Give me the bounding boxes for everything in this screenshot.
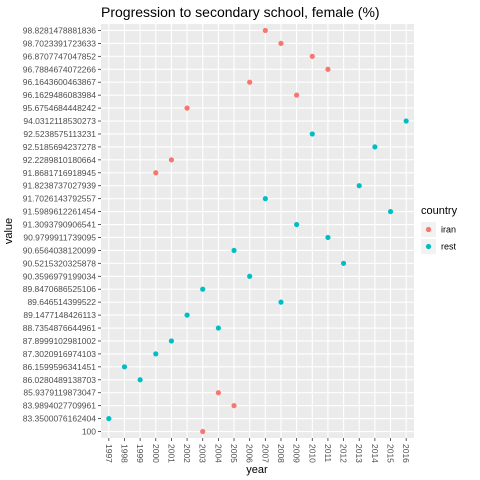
- y-tick-label: 89.8470686525106: [23, 284, 97, 294]
- x-tick-label: 2013: [354, 444, 364, 463]
- y-tick-label: 91.8238737027939: [23, 181, 97, 191]
- data-point-rest: [278, 299, 284, 305]
- x-tick-label: 1998: [119, 444, 129, 463]
- y-tick-label: 91.7026143792557: [23, 194, 97, 204]
- y-tick-label: 92.5238575113231: [23, 129, 96, 139]
- y-tick-label: 96.8707747047852: [23, 51, 97, 61]
- x-tick-label: 2008: [276, 444, 286, 463]
- x-tick-label: 2006: [245, 444, 255, 463]
- y-axis-ticks: 100 83.3500076162404 83.9894027709961 85.93…: [23, 25, 101, 437]
- x-tick-label: 2000: [151, 444, 161, 463]
- data-point-rest: [137, 377, 143, 383]
- x-axis-ticks: 1997 1998 1999 2000 2001 2002 2003 2004 2005 2006…: [104, 438, 411, 463]
- y-tick-label: 83.3500076162404: [23, 414, 97, 424]
- x-tick-label: 2011: [323, 444, 333, 463]
- y-tick-label: 98.8281478881836: [23, 25, 97, 35]
- data-points: [106, 27, 409, 435]
- legend-label-iran: iran: [441, 225, 456, 235]
- y-axis-label: value: [3, 218, 15, 244]
- y-tick-label: 87.8999102981002: [23, 336, 97, 346]
- data-point-iran: [153, 170, 159, 176]
- data-point-rest: [121, 364, 128, 370]
- x-tick-label: 2012: [339, 444, 349, 463]
- data-point-rest: [325, 234, 331, 241]
- data-point-rest: [340, 260, 347, 266]
- y-tick-label: 90.9799911739095: [23, 232, 96, 242]
- x-tick-label: 2001: [166, 444, 176, 463]
- y-tick-label: 87.3020916974103: [23, 349, 97, 359]
- y-tick-label: 90.3596979199034: [23, 271, 97, 281]
- data-point-rest: [294, 221, 300, 228]
- data-point-iran: [294, 92, 300, 98]
- plot-panel: [101, 24, 414, 438]
- x-tick-label: 1997: [104, 444, 114, 463]
- data-point-rest: [231, 247, 237, 254]
- data-point-rest: [106, 415, 112, 422]
- data-point-iran: [325, 66, 331, 72]
- x-tick-label: 2004: [213, 444, 223, 463]
- legend: country iran rest: [421, 205, 458, 254]
- y-tick-label: 92.2289810180664: [23, 155, 97, 165]
- legend-swatch-rest: [425, 243, 432, 250]
- data-point-iran: [278, 40, 284, 47]
- data-point-rest: [247, 273, 253, 279]
- data-point-iran: [247, 79, 253, 85]
- y-tick-label: 88.7354876644961: [23, 323, 97, 333]
- y-tick-label: 89.1477148426113: [23, 310, 96, 320]
- data-point-iran: [215, 390, 221, 396]
- legend-swatch-iran: [425, 226, 432, 233]
- grid-lines: [101, 24, 414, 438]
- x-tick-label: 2002: [182, 444, 192, 463]
- data-point-iran: [200, 428, 206, 435]
- x-tick-label: 2009: [292, 444, 302, 463]
- y-tick-label: 96.7884674072266: [23, 64, 97, 74]
- y-tick-label: 100: [82, 427, 96, 437]
- y-tick-label: 98.7023391723633: [23, 38, 97, 48]
- y-tick-label: 83.9894027709961: [23, 401, 97, 411]
- data-point-rest: [200, 286, 206, 292]
- x-tick-label: 2015: [386, 444, 396, 463]
- data-point-rest: [387, 208, 394, 215]
- data-point-iran: [231, 403, 237, 409]
- x-axis-label: year: [246, 464, 268, 476]
- y-tick-label: 91.8681716918945: [23, 168, 97, 178]
- data-point-rest: [184, 312, 190, 318]
- y-tick-label: 85.9379119873047: [23, 388, 96, 398]
- data-point-rest: [356, 183, 362, 189]
- x-tick-label: 2007: [260, 444, 270, 463]
- data-point-iran: [309, 53, 315, 59]
- x-tick-label: 1999: [135, 444, 145, 463]
- y-tick-label: 90.5215320325878: [23, 258, 97, 268]
- legend-label-rest: rest: [441, 242, 457, 252]
- data-point-rest: [215, 325, 221, 331]
- y-tick-label: 91.5989612261454: [23, 207, 97, 217]
- y-tick-label: 86.0280489138703: [23, 375, 97, 385]
- x-tick-label: 2005: [229, 444, 239, 463]
- y-tick-label: 89.646514399522: [27, 297, 96, 307]
- data-point-iran: [168, 157, 175, 163]
- legend-title: country: [421, 205, 458, 217]
- data-point-rest: [309, 131, 315, 137]
- data-point-rest: [153, 351, 159, 357]
- data-point-iran: [262, 27, 268, 34]
- y-tick-label: 96.1643600463867: [23, 77, 97, 87]
- data-point-rest: [262, 196, 268, 202]
- x-tick-label: 2016: [401, 444, 411, 463]
- data-point-rest: [168, 338, 175, 344]
- y-tick-label: 95.6754684448242: [23, 103, 97, 113]
- x-tick-label: 2014: [370, 444, 380, 463]
- data-point-rest: [403, 118, 409, 124]
- data-point-iran: [184, 105, 190, 111]
- y-tick-label: 94.0312118530273: [23, 116, 96, 126]
- data-point-rest: [372, 144, 378, 150]
- x-tick-label: 2010: [307, 444, 317, 463]
- y-tick-label: 90.6564038120099: [23, 245, 97, 255]
- x-tick-label: 2003: [198, 444, 208, 463]
- y-tick-label: 91.3093790906541: [23, 220, 97, 230]
- y-tick-label: 92.5185694237278: [23, 142, 97, 152]
- chart-title: Progression to secondary school, female …: [101, 4, 380, 20]
- y-tick-label: 86.1599596341451: [23, 362, 97, 372]
- y-tick-label: 96.1629486083984: [23, 90, 97, 100]
